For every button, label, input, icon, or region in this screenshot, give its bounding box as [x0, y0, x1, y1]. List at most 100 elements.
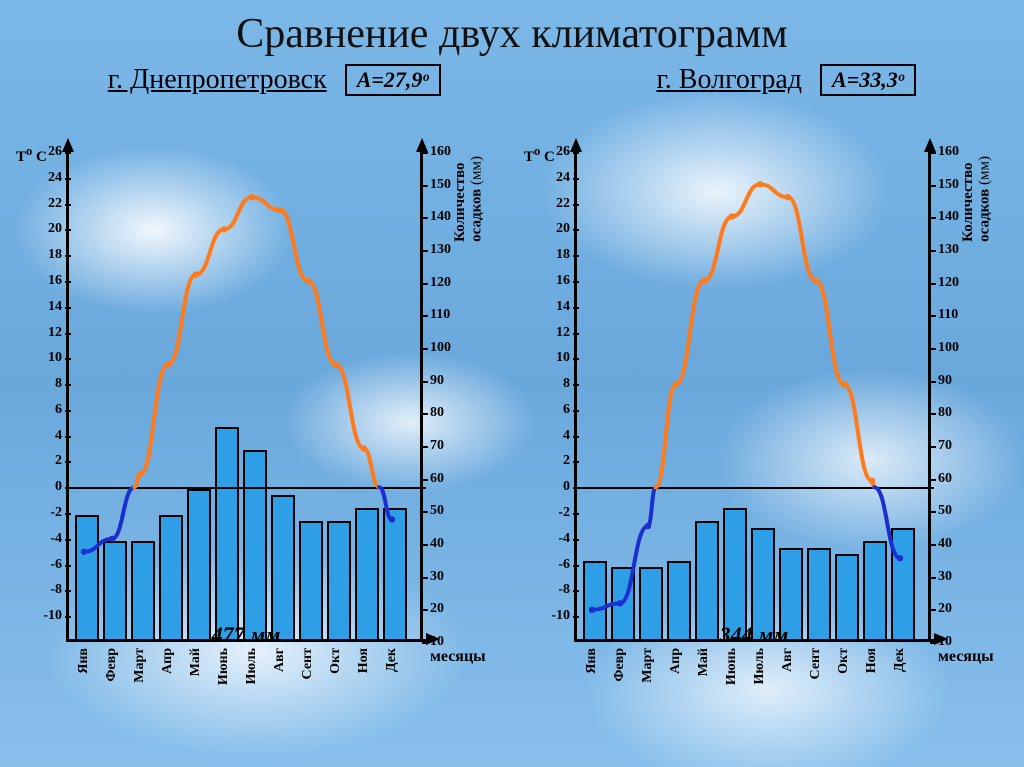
temp-tick: 12 [28, 325, 62, 341]
amplitude-box-2: А=33,3ᵒ [820, 64, 916, 96]
month-label: Дек [384, 648, 400, 672]
month-label: Июль [752, 648, 768, 685]
precip-bar [243, 450, 267, 639]
month-label: Июль [244, 648, 260, 685]
temp-tick: 20 [28, 221, 62, 237]
total-precip-label: 344 мм [574, 622, 934, 648]
y-arrow-icon [62, 138, 74, 152]
precip-tick: 110 [430, 307, 450, 323]
precip-tick: 130 [938, 242, 959, 258]
temp-tick: 16 [28, 273, 62, 289]
month-label: Март [132, 648, 148, 683]
precip-tick: 80 [430, 405, 444, 421]
temp-tick: 26 [536, 144, 570, 160]
precip-bar [383, 508, 407, 639]
city-name-1: г. Днепропетровск [108, 64, 327, 96]
month-label: Июнь [724, 648, 740, 685]
precip-tick: 50 [430, 503, 444, 519]
precip-tick: 140 [430, 209, 451, 225]
precip-tick: 120 [430, 275, 451, 291]
temp-tick: 10 [536, 350, 570, 366]
temp-tick: 18 [28, 247, 62, 263]
month-label: Янв [584, 648, 600, 674]
precip-tick: 40 [430, 536, 444, 552]
precip-bar [723, 508, 747, 639]
month-label: Сент [300, 648, 316, 679]
temp-tick: 14 [536, 299, 570, 315]
month-label: Март [640, 648, 656, 683]
precip-tick: 120 [938, 275, 959, 291]
precip-bar [159, 515, 183, 639]
temp-tick: 2 [536, 453, 570, 469]
temp-tick: -4 [536, 531, 570, 547]
y2-arrow-icon [924, 138, 936, 152]
precip-axis-label: Количествоосадков (мм) [452, 156, 485, 242]
temp-tick: 20 [536, 221, 570, 237]
precip-tick: 70 [938, 438, 952, 454]
temp-tick: 8 [28, 376, 62, 392]
month-label: Май [696, 648, 712, 676]
precip-tick: 150 [938, 177, 959, 193]
precip-bar [187, 489, 211, 639]
precip-bar [75, 515, 99, 639]
months-axis-label: месяцы [938, 648, 994, 666]
month-label: Ноя [356, 648, 372, 673]
zero-baseline [66, 487, 426, 489]
temp-tick: -2 [28, 505, 62, 521]
city-block-2: г. Волгоград А=33,3ᵒ [656, 64, 916, 96]
temp-tick: 2 [28, 453, 62, 469]
plot-area [66, 152, 426, 642]
temp-tick: -10 [28, 608, 62, 624]
y-arrow-icon [570, 138, 582, 152]
city-header-row: г. Днепропетровск А=27,9ᵒ г. Волгоград А… [0, 64, 1024, 96]
month-label: Ноя [864, 648, 880, 673]
month-label: Дек [892, 648, 908, 672]
y2-arrow-icon [416, 138, 428, 152]
precip-tick: 60 [938, 471, 952, 487]
month-label: Май [188, 648, 204, 676]
month-label: Авг [780, 648, 796, 672]
precip-tick: 160 [430, 144, 451, 160]
temp-tick: 6 [28, 402, 62, 418]
precip-tick: 160 [938, 144, 959, 160]
precip-tick: 30 [430, 569, 444, 585]
city-block-1: г. Днепропетровск А=27,9ᵒ [108, 64, 441, 96]
page-title: Сравнение двух климатограмм [0, 0, 1024, 58]
precip-bar [355, 508, 379, 639]
temp-tick: 0 [28, 479, 62, 495]
city-name-2: г. Волгоград [656, 64, 802, 96]
precip-bar [215, 427, 239, 639]
temp-tick: -8 [28, 582, 62, 598]
temp-tick: 22 [536, 196, 570, 212]
plot-area [574, 152, 934, 642]
temp-tick: 22 [28, 196, 62, 212]
temp-tick: -8 [536, 582, 570, 598]
temp-tick: 14 [28, 299, 62, 315]
total-precip-label: 477 мм [66, 622, 426, 648]
precip-tick: 60 [430, 471, 444, 487]
temp-tick: 24 [28, 170, 62, 186]
precip-tick: 20 [430, 601, 444, 617]
temp-tick: 18 [536, 247, 570, 263]
precip-tick: 150 [430, 177, 451, 193]
month-label: Февр [612, 648, 628, 682]
temp-tick: -2 [536, 505, 570, 521]
month-label: Июнь [216, 648, 232, 685]
charts-row: To C-10-8-6-4-20246810121416182022242610… [0, 96, 1024, 728]
temp-tick: 4 [28, 428, 62, 444]
month-label: Окт [328, 648, 344, 674]
month-label: Авг [272, 648, 288, 672]
months-axis-label: месяцы [430, 648, 486, 666]
temp-tick: 16 [536, 273, 570, 289]
precip-tick: 40 [938, 536, 952, 552]
temp-tick: 8 [536, 376, 570, 392]
precip-tick: 130 [430, 242, 451, 258]
precip-tick: 100 [430, 340, 451, 356]
temp-tick: -6 [28, 557, 62, 573]
month-label: Окт [836, 648, 852, 674]
precip-axis [928, 152, 931, 642]
month-label: Сент [808, 648, 824, 679]
climatogram-2: To C-10-8-6-4-20246810121416182022242610… [516, 108, 1016, 728]
month-label: Апр [668, 648, 684, 674]
month-label: Апр [160, 648, 176, 674]
